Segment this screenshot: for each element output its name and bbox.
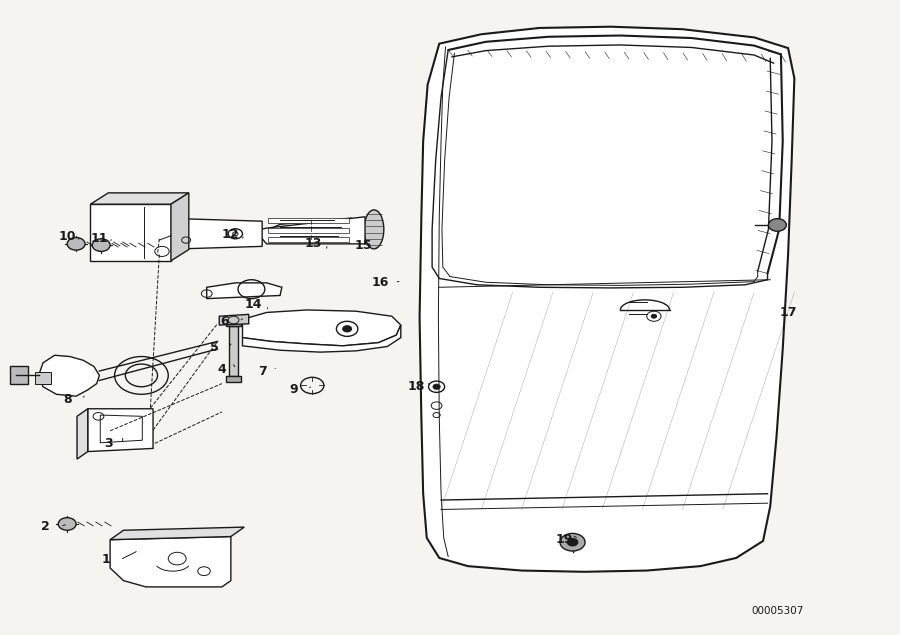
Polygon shape	[242, 310, 400, 346]
Text: 15: 15	[355, 239, 372, 251]
Circle shape	[567, 538, 578, 546]
Text: 12: 12	[221, 228, 239, 241]
Polygon shape	[242, 325, 400, 352]
Bar	[35, 372, 51, 384]
Bar	[268, 229, 349, 233]
Text: 8: 8	[63, 393, 71, 406]
Text: 3: 3	[104, 437, 112, 450]
Bar	[230, 326, 238, 376]
Text: 5: 5	[211, 341, 219, 354]
Text: 7: 7	[257, 364, 266, 377]
Text: 17: 17	[779, 306, 796, 319]
Bar	[10, 366, 28, 384]
Text: 6: 6	[220, 315, 229, 328]
Polygon shape	[90, 204, 171, 261]
Polygon shape	[220, 314, 248, 325]
Ellipse shape	[364, 210, 383, 249]
Polygon shape	[110, 527, 244, 540]
Circle shape	[343, 326, 352, 332]
Bar	[268, 237, 349, 242]
Polygon shape	[39, 355, 99, 396]
Text: 16: 16	[372, 276, 389, 289]
Bar	[268, 218, 349, 223]
Text: 00005307: 00005307	[751, 606, 804, 617]
Text: 11: 11	[91, 232, 108, 244]
Circle shape	[433, 384, 440, 389]
Text: 14: 14	[245, 298, 262, 311]
Text: 2: 2	[41, 520, 50, 533]
Circle shape	[560, 533, 585, 551]
Text: 18: 18	[408, 380, 425, 393]
Text: 10: 10	[58, 231, 76, 243]
Text: 19: 19	[556, 533, 573, 545]
Polygon shape	[255, 217, 365, 244]
Circle shape	[68, 237, 86, 250]
Text: 1: 1	[102, 553, 110, 566]
Text: 4: 4	[218, 363, 226, 376]
Polygon shape	[110, 537, 231, 587]
Polygon shape	[159, 218, 262, 250]
Circle shape	[58, 518, 76, 530]
Polygon shape	[100, 415, 142, 443]
Text: 9: 9	[289, 384, 298, 396]
Circle shape	[652, 314, 657, 318]
Text: 13: 13	[304, 237, 322, 250]
Polygon shape	[171, 193, 189, 261]
Polygon shape	[227, 318, 240, 326]
Polygon shape	[90, 193, 189, 204]
Circle shape	[769, 218, 787, 231]
Polygon shape	[77, 409, 87, 459]
Polygon shape	[227, 376, 240, 382]
Polygon shape	[207, 283, 282, 298]
Circle shape	[92, 239, 110, 251]
Polygon shape	[266, 218, 352, 243]
Polygon shape	[87, 409, 153, 451]
Polygon shape	[419, 27, 795, 572]
